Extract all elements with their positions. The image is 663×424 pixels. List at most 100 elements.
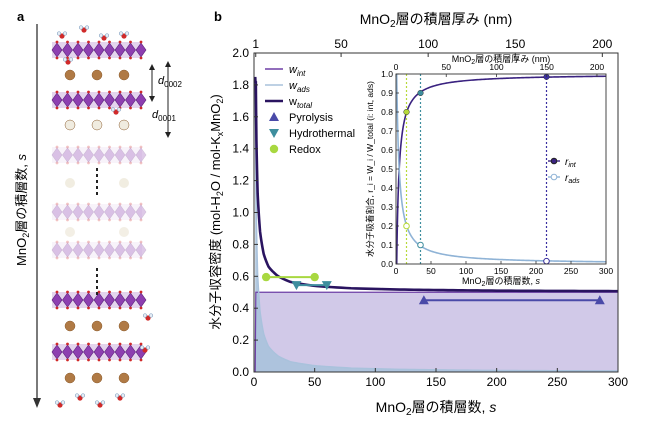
top-tick-label: 200 xyxy=(592,37,612,51)
oxygen-atom xyxy=(87,342,90,346)
ellipsis-dot xyxy=(96,292,98,295)
oxygen-atom xyxy=(139,342,143,346)
water-oxygen xyxy=(77,395,83,401)
oxygen-atom xyxy=(76,240,80,244)
r-ads-point xyxy=(403,222,410,230)
inset-y-tick-label: 0.6 xyxy=(381,145,393,155)
y-tick-label: 0.0 xyxy=(232,365,249,379)
oxygen-atom xyxy=(66,290,69,294)
k-ion xyxy=(91,372,103,384)
oxygen-atom xyxy=(139,240,143,244)
oxygen-atom xyxy=(139,218,143,222)
inset-top-tick-label: 0 xyxy=(394,62,399,72)
r-ads-line xyxy=(395,73,607,263)
oxygen-atom xyxy=(97,218,101,222)
oxygen-atom xyxy=(129,256,132,260)
oxygen-atom xyxy=(87,145,90,149)
oxygen-atom xyxy=(139,145,143,149)
range-marker-redox xyxy=(261,272,271,282)
range-marker-hydrothermal xyxy=(291,281,302,291)
oxygen-atom xyxy=(55,342,59,346)
oxygen-atom xyxy=(139,306,143,310)
top-tick-label: 50 xyxy=(334,37,348,51)
inset-y-tick-label: 0.9 xyxy=(381,88,393,98)
oxygen-atom xyxy=(66,342,69,346)
y-tick-label: 0.4 xyxy=(232,301,249,315)
oxygen-atom xyxy=(66,358,69,362)
oxygen-atom xyxy=(55,306,59,310)
water-hydrogen xyxy=(68,57,74,62)
water-hydrogen xyxy=(142,313,148,318)
mno6-octahedron xyxy=(93,147,105,163)
y-tick-label: 0.2 xyxy=(232,333,249,347)
oxygen-atom xyxy=(87,290,90,294)
legend-label: wint xyxy=(289,64,306,78)
layer-glow xyxy=(52,204,142,220)
legend-label: wtotal xyxy=(288,96,312,110)
oxygen-atom xyxy=(76,290,80,294)
water-hydrogen xyxy=(74,393,80,398)
inset-top-axis-label: MnO2層の積層厚み (nm) xyxy=(452,53,550,66)
oxygen-atom xyxy=(55,161,59,165)
oxygen-atom xyxy=(97,290,101,294)
mno6-octahedron xyxy=(104,204,115,220)
water-hydrogen xyxy=(78,25,84,30)
top-tick-label: 100 xyxy=(418,37,438,51)
ellipsis-dot xyxy=(96,174,98,177)
oxygen-atom xyxy=(55,256,59,260)
range-marker-hydrothermal xyxy=(321,281,332,291)
inset-legend-label: rads xyxy=(565,173,580,185)
legend-marker xyxy=(269,129,279,138)
oxygen-atom xyxy=(118,342,122,346)
k-ion xyxy=(64,119,76,131)
water-hydrogen xyxy=(100,400,106,405)
k-ion xyxy=(118,69,130,81)
w-total-line xyxy=(253,76,619,293)
oxygen-atom xyxy=(139,106,143,110)
oxygen-atom xyxy=(97,358,101,362)
mno6-octahedron xyxy=(125,204,136,220)
water-hydrogen xyxy=(84,25,90,30)
stack-axis-arrowhead xyxy=(33,398,41,408)
range-marker-redox xyxy=(310,272,319,282)
ellipsis-dot xyxy=(96,268,98,271)
oxygen-atom xyxy=(66,306,69,310)
oxygen-atom xyxy=(66,40,69,44)
oxygen-atom xyxy=(55,202,59,206)
oxygen-atom xyxy=(55,290,59,294)
inset-x-tick-label: 300 xyxy=(599,266,613,276)
inset-y-tick-label: 1.0 xyxy=(381,69,393,79)
oxygen-atom xyxy=(76,342,80,346)
oxygen-atom xyxy=(97,90,101,94)
oxygen-atom xyxy=(129,145,132,149)
oxygen-atom xyxy=(139,40,143,44)
oxygen-atom xyxy=(108,218,111,222)
mno6-octahedron xyxy=(62,242,73,258)
range-marker-pyrolysis xyxy=(418,295,429,305)
oxygen-atom xyxy=(139,290,143,294)
k-ion xyxy=(118,320,130,332)
mno6-octahedron xyxy=(114,242,126,258)
mno6-octahedron xyxy=(72,204,84,220)
inset-x-tick-label: 50 xyxy=(426,266,436,276)
water-hydrogen xyxy=(62,31,68,36)
r-int-line xyxy=(395,75,607,265)
oxygen-atom xyxy=(55,56,59,60)
oxygen-atom xyxy=(55,106,59,110)
mno6-octahedron xyxy=(72,147,84,163)
legend-label: Hydrothermal xyxy=(289,128,355,140)
oxygen-atom xyxy=(108,90,111,94)
water-hydrogen xyxy=(110,107,116,112)
top-tick-label: 150 xyxy=(505,37,525,51)
inset-curves xyxy=(395,73,607,265)
k-ion-faded xyxy=(65,227,75,237)
d0001-arrow-bottom xyxy=(165,132,171,138)
ellipsis-dot xyxy=(96,286,98,289)
inset-y-tick-label: 0.2 xyxy=(381,221,393,231)
y-tick-label: 1.0 xyxy=(232,206,249,220)
legend-marker xyxy=(269,112,279,121)
oxygen-atom xyxy=(139,56,143,60)
inset-y-tick-label: 0.8 xyxy=(381,107,393,117)
water-hydrogen xyxy=(116,107,122,112)
